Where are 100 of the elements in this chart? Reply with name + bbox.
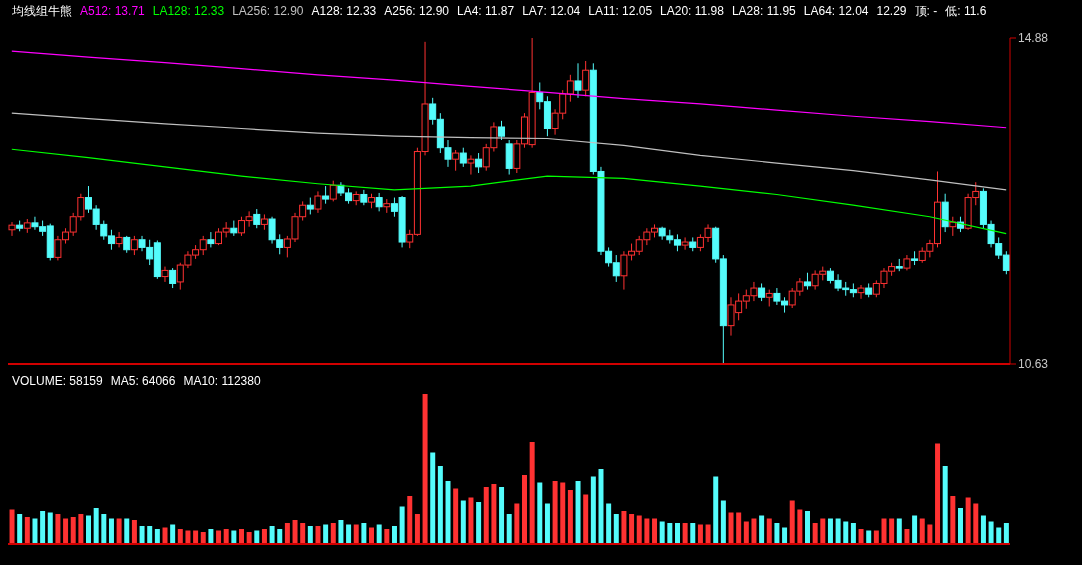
- bar: [407, 496, 413, 544]
- bar: [820, 518, 826, 544]
- bar: [529, 442, 535, 544]
- chart-title: VOLUME: 58159: [12, 374, 103, 388]
- bar: [797, 509, 803, 544]
- bar: [491, 484, 497, 544]
- bar: [590, 476, 596, 544]
- bar: [414, 514, 420, 544]
- bar: [284, 523, 290, 544]
- text: A512: 13.71: [80, 4, 145, 18]
- bar: [613, 514, 619, 544]
- bar: [506, 514, 512, 544]
- text: LA256: 12.90: [232, 4, 304, 18]
- bar: [300, 523, 306, 544]
- bar: [246, 532, 252, 544]
- bar: [78, 514, 84, 544]
- bar: [208, 529, 214, 544]
- bar: [430, 452, 436, 544]
- bar: [522, 475, 527, 544]
- bar: [93, 508, 99, 544]
- bar: [567, 490, 573, 544]
- bar: [705, 524, 711, 544]
- bar: [483, 487, 489, 544]
- line-series: [11, 148, 1007, 235]
- bar: [307, 526, 313, 544]
- bar: [63, 518, 69, 544]
- bar: [889, 518, 895, 544]
- text: LA20: 11.98: [660, 4, 724, 18]
- bar: [996, 527, 1002, 544]
- bar: [269, 526, 275, 544]
- bar: [766, 518, 772, 544]
- text: LA4: 11.87: [457, 4, 515, 18]
- bar: [759, 515, 765, 544]
- candlestick: [314, 190, 322, 214]
- bar: [736, 512, 742, 544]
- bar: [384, 529, 390, 544]
- line-series: [11, 50, 1007, 129]
- bar: [254, 530, 260, 544]
- bar: [338, 520, 344, 544]
- candlestick: [161, 266, 169, 283]
- bar: [896, 518, 902, 544]
- bar: [116, 518, 122, 544]
- bar: [644, 518, 650, 544]
- candlestick: [207, 231, 215, 248]
- bar: [453, 488, 459, 544]
- bar: [445, 481, 451, 544]
- candlestick: [681, 236, 689, 251]
- bar: [690, 523, 696, 544]
- bar: [346, 524, 352, 544]
- candlestick: [375, 192, 383, 212]
- bar: [277, 529, 283, 544]
- bar: [835, 518, 841, 544]
- bar: [9, 509, 15, 544]
- text: 10.63: [1018, 357, 1049, 372]
- text: MA10: 112380: [183, 374, 261, 388]
- candlestick: [383, 198, 391, 214]
- bar: [131, 520, 137, 544]
- bar: [881, 518, 887, 544]
- bar: [850, 523, 856, 544]
- bar: [912, 515, 918, 544]
- bar: [843, 521, 849, 544]
- bar: [292, 520, 298, 544]
- bar: [361, 523, 367, 544]
- bar: [544, 503, 550, 544]
- bar: [70, 517, 76, 544]
- bar: [973, 503, 979, 544]
- bar: [667, 523, 673, 544]
- bar: [789, 500, 795, 544]
- bar: [805, 511, 811, 544]
- bar: [32, 518, 38, 544]
- text: LA64: 12.04: [803, 4, 869, 18]
- candlestick: [803, 272, 811, 291]
- bar: [162, 527, 168, 544]
- bar: [154, 529, 160, 544]
- bar: [957, 508, 963, 544]
- bar: [514, 503, 520, 544]
- bar: [774, 523, 780, 544]
- bar: [621, 511, 627, 544]
- bar: [751, 518, 757, 544]
- bar: [598, 469, 604, 544]
- text: A128: 12.33: [311, 4, 377, 18]
- bar: [24, 517, 30, 544]
- bar: [988, 521, 994, 544]
- bar: [629, 514, 635, 544]
- bar: [575, 481, 581, 544]
- bar: [674, 523, 680, 544]
- bar: [652, 518, 658, 544]
- bar: [200, 532, 206, 544]
- bar: [17, 514, 23, 544]
- chart-title: 均线组牛熊: [12, 2, 72, 20]
- bar: [636, 515, 642, 544]
- bar: [980, 515, 986, 544]
- text: A256: 12.90: [384, 4, 450, 18]
- bar: [422, 394, 428, 544]
- bar: [743, 521, 749, 544]
- bar: [499, 487, 505, 544]
- bar: [858, 529, 864, 544]
- text: 12.29: [876, 4, 907, 18]
- bar: [942, 466, 948, 544]
- bar: [1003, 523, 1009, 544]
